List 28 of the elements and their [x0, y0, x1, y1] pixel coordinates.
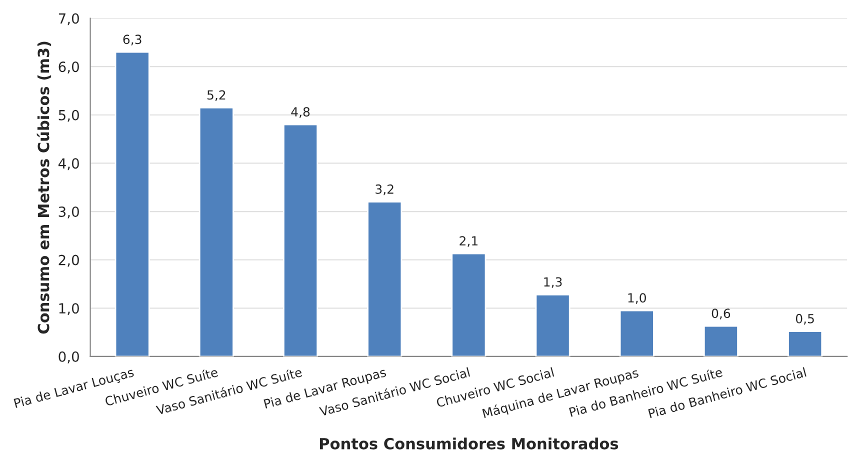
data-label: 4,8	[291, 107, 310, 118]
data-label: 1,3	[544, 277, 562, 288]
bar	[114, 51, 150, 356]
y-axis-title: Consumo em Metros Cúbicos (m3)	[36, 42, 52, 334]
data-label: 5,2	[207, 90, 226, 101]
bar	[198, 106, 234, 356]
bar	[703, 325, 738, 356]
bar	[451, 252, 486, 356]
bar	[283, 124, 318, 356]
x-axis-title: Pontos Consumidores Monitorados	[320, 438, 618, 450]
y-tick-label: 4,0	[58, 158, 79, 170]
bar	[367, 201, 402, 356]
y-tick-label: 5,0	[58, 110, 79, 122]
bar	[535, 294, 570, 356]
data-label: 1,0	[628, 293, 646, 304]
y-tick-label: 1,0	[59, 303, 79, 316]
data-label: 0,5	[796, 314, 814, 325]
data-label: 2,1	[460, 236, 478, 247]
y-tick-label: 7,0	[58, 13, 79, 26]
y-tick-label: 2,0	[58, 254, 79, 267]
bar	[788, 330, 823, 356]
bar	[619, 310, 654, 356]
y-tick-label: 6,0	[58, 62, 79, 74]
y-tick-label: 0,0	[58, 351, 79, 364]
y-tick-label: 3,0	[58, 206, 79, 218]
data-label: 6,3	[123, 34, 142, 46]
data-label: 3,2	[376, 184, 394, 196]
data-label: 0,6	[712, 308, 730, 320]
